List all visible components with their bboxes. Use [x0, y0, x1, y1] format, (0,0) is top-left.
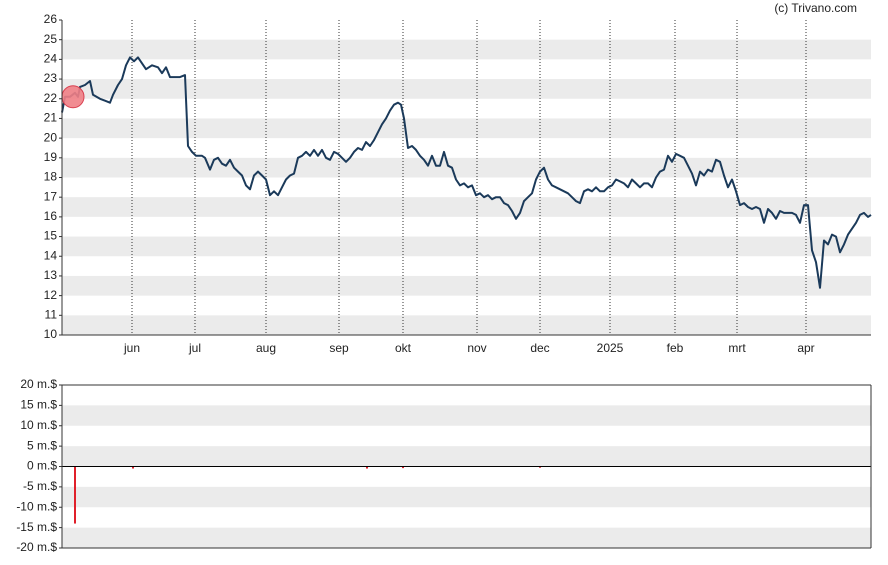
band	[62, 486, 871, 508]
band	[62, 527, 871, 548]
band	[62, 315, 871, 335]
y-tick-label: 25	[44, 32, 58, 46]
x-tick-label: aug	[256, 341, 276, 355]
x-tick-label: sep	[329, 341, 349, 355]
band	[62, 197, 871, 217]
y-tick-label: 12	[44, 288, 58, 302]
event-marker	[61, 85, 85, 109]
band	[62, 118, 871, 139]
x-tick-label: dec	[530, 341, 549, 355]
x-tick-label: feb	[667, 341, 684, 355]
y-tick-label: 5 m.$	[27, 438, 57, 452]
y-tick-label: 17	[44, 189, 58, 203]
x-tick-label: nov	[467, 341, 486, 355]
y-tick-label: 20 m.$	[20, 377, 57, 391]
band	[62, 157, 871, 178]
bar	[366, 466, 368, 469]
x-tick-label: jun	[123, 341, 140, 355]
y-tick-label: -10 m.$	[16, 499, 57, 513]
bar	[132, 466, 134, 469]
y-tick-label: 21	[44, 111, 58, 125]
y-tick-label: 24	[44, 52, 58, 66]
x-tick-label: 2025	[597, 341, 624, 355]
y-tick-label: 15 m.$	[20, 398, 57, 412]
y-tick-label: 16	[44, 209, 58, 223]
y-tick-label: 23	[44, 71, 58, 85]
band	[62, 236, 871, 257]
credit: (c) Trivano.com	[774, 1, 857, 15]
band	[62, 446, 871, 467]
price-line	[61, 56, 872, 289]
band	[62, 39, 871, 60]
y-tick-label: 0 m.$	[27, 459, 57, 473]
y-tick-label: 22	[44, 91, 58, 105]
x-tick-label: okt	[395, 341, 412, 355]
x-tick-label: jul	[188, 341, 201, 355]
bar	[74, 466, 76, 524]
y-tick-label: 11	[45, 307, 58, 321]
band	[62, 79, 871, 99]
bar	[402, 466, 404, 469]
y-tick-label: 19	[44, 150, 58, 164]
y-tick-label: 15	[44, 229, 58, 243]
x-tick-label: apr	[797, 341, 814, 355]
bar	[539, 466, 541, 468]
y-tick-label: 14	[44, 248, 58, 262]
x-tick-label: mrt	[728, 341, 746, 355]
y-tick-label: 10	[44, 327, 58, 341]
y-tick-label: -5 m.$	[23, 479, 57, 493]
y-tick-label: 26	[44, 12, 58, 26]
y-tick-label: 20	[44, 130, 58, 144]
band	[62, 405, 871, 426]
y-tick-label: 13	[44, 268, 58, 282]
y-tick-label: -15 m.$	[16, 520, 57, 534]
y-tick-label: -20 m.$	[16, 540, 57, 554]
band	[62, 275, 871, 296]
y-tick-label: 10 m.$	[20, 418, 57, 432]
y-tick-label: 18	[44, 170, 58, 184]
